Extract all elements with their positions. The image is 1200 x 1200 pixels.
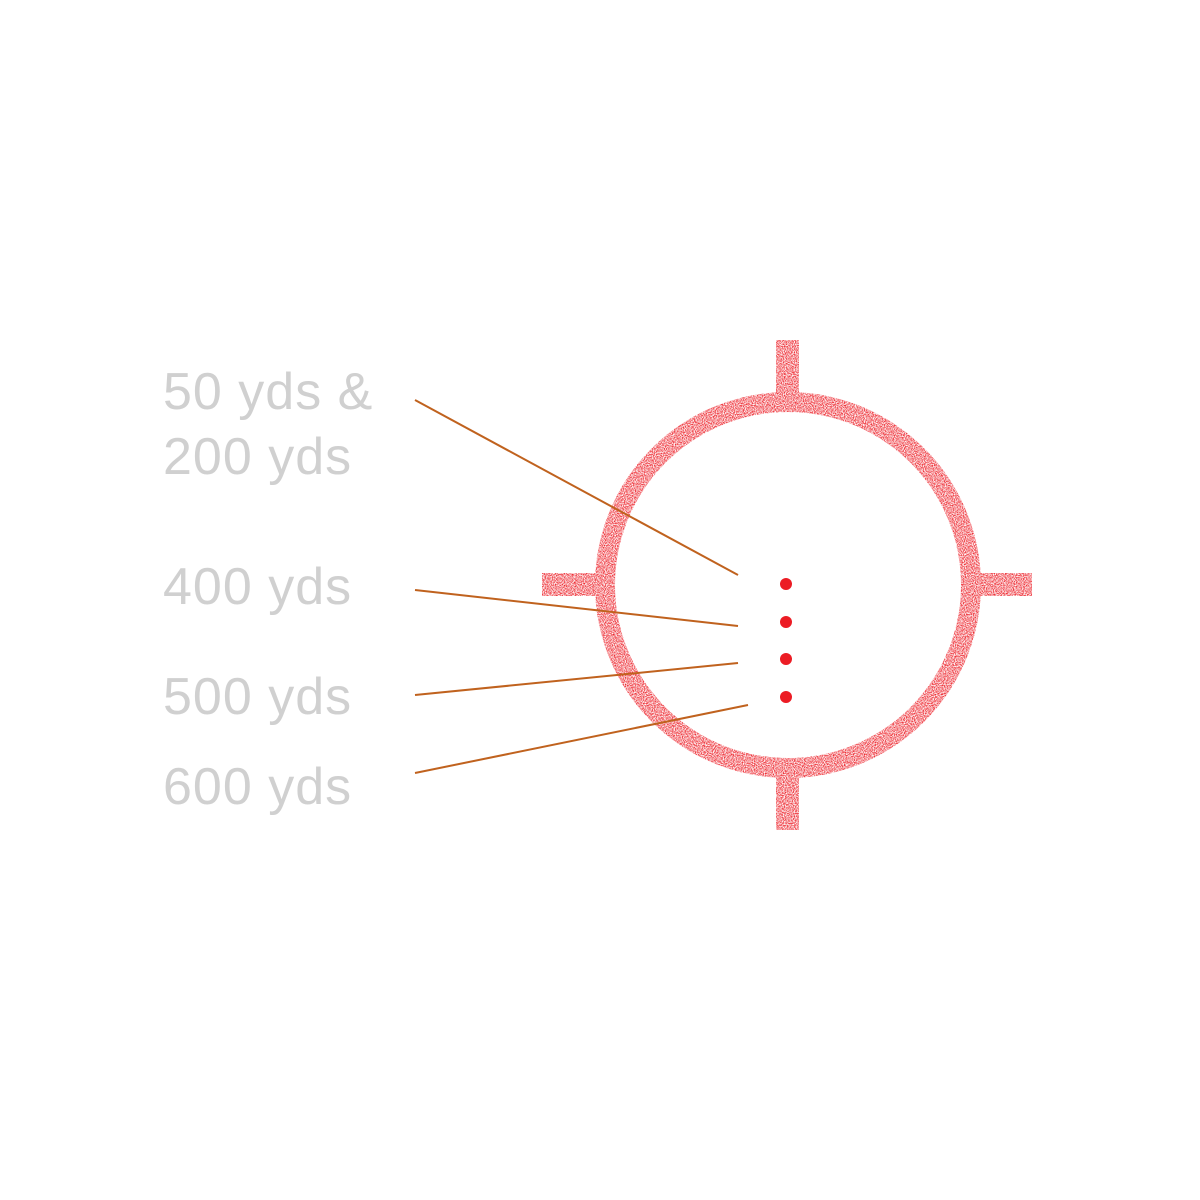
holdover-dot	[780, 691, 792, 703]
holdover-dot	[780, 578, 792, 590]
label-400-yds: 400 yds	[163, 558, 352, 616]
label-600-yds: 600 yds	[163, 758, 352, 816]
leader-line-600	[414, 704, 749, 774]
leader-line-400	[414, 589, 739, 627]
reticle	[542, 340, 1032, 830]
holdover-dot	[780, 653, 792, 665]
leader-line-500	[414, 662, 739, 696]
leader-lines	[414, 399, 749, 774]
label-200-yds: 200 yds	[163, 428, 352, 486]
label-50-yds: 50 yds &	[163, 363, 373, 421]
reticle-tick-bottom	[776, 770, 799, 830]
reticle-ring	[595, 392, 981, 778]
holdover-dots	[780, 578, 792, 703]
reticle-tick-left	[542, 573, 604, 596]
reticle-tick-right	[972, 573, 1032, 596]
holdover-dot	[780, 616, 792, 628]
reticle-tick-top	[776, 340, 799, 400]
label-500-yds: 500 yds	[163, 668, 352, 726]
leader-line-50-200	[414, 399, 739, 576]
